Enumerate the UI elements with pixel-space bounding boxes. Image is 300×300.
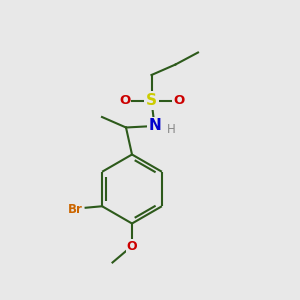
- Text: O: O: [127, 239, 137, 253]
- Text: H: H: [167, 123, 176, 136]
- Text: N: N: [148, 118, 161, 134]
- Text: O: O: [119, 94, 130, 107]
- Text: Br: Br: [68, 203, 82, 216]
- Text: S: S: [146, 93, 157, 108]
- Text: O: O: [173, 94, 184, 107]
